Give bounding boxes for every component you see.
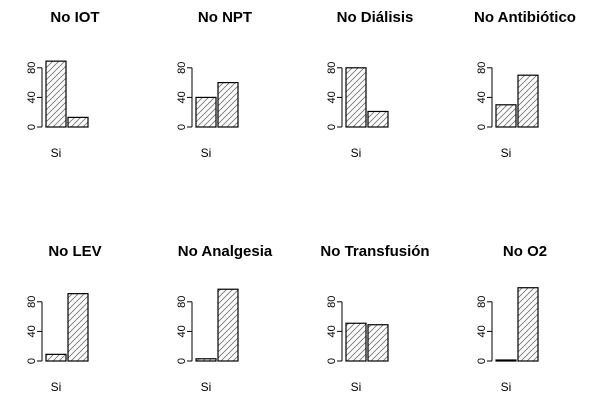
chart-title-no-dialisis: No Diálisis (337, 9, 414, 26)
bar-2 (217, 81, 239, 128)
y-tick-label: 40 (326, 325, 338, 337)
y-tick-label: 80 (326, 296, 338, 308)
bar-2 (217, 288, 239, 362)
bar-1 (195, 96, 217, 128)
panel-no-antibiotico: No Antibiótico 0 40 80 Si (474, 9, 576, 160)
category-label: Si (201, 380, 212, 394)
y-tick-label: 0 (26, 124, 38, 130)
y-tick-label: 0 (176, 358, 188, 364)
y-tick-label: 0 (476, 358, 488, 364)
bar-1 (495, 359, 517, 362)
y-tick-label: 40 (26, 325, 38, 337)
category-label: Si (51, 146, 62, 160)
bar-2 (367, 110, 389, 128)
panel-no-analgesia: No Analgesia 0 40 80 Si (176, 243, 273, 394)
y-tick-label: 40 (476, 325, 488, 337)
chart-title-no-iot: No IOT (50, 9, 99, 26)
y-tick-label: 80 (26, 62, 38, 74)
category-label: Si (501, 380, 512, 394)
chart-title-no-o2: No O2 (503, 243, 547, 260)
y-tick-label: 40 (26, 91, 38, 103)
y-tick-label: 0 (326, 358, 338, 364)
y-tick-label: 40 (176, 91, 188, 103)
y-tick-label: 80 (176, 62, 188, 74)
bar-1 (345, 322, 367, 362)
y-tick-label: 80 (326, 62, 338, 74)
bar-1 (495, 104, 517, 128)
chart-title-no-transfusion: No Transfusión (320, 243, 429, 260)
y-tick-label: 0 (326, 124, 338, 130)
y-tick-label: 80 (476, 296, 488, 308)
chart-title-no-npt: No NPT (198, 9, 252, 26)
category-label: Si (351, 380, 362, 394)
y-tick-label: 0 (476, 124, 488, 130)
category-label: Si (501, 146, 512, 160)
bar-2 (517, 287, 539, 362)
bar-2 (517, 74, 539, 128)
category-label: Si (51, 380, 62, 394)
panel-no-iot: No IOT 0 40 80 Si (26, 9, 100, 160)
panel-no-dialisis: No Diálisis 0 40 80 Si (326, 9, 413, 160)
y-tick-label: 80 (26, 296, 38, 308)
panel-no-transfusion: No Transfusión 0 40 80 Si (320, 243, 429, 394)
bar-1 (195, 358, 217, 362)
bar-2 (67, 116, 89, 128)
y-tick-label: 0 (26, 358, 38, 364)
bar-2 (67, 293, 89, 362)
y-tick-label: 40 (176, 325, 188, 337)
y-tick-label: 40 (476, 91, 488, 103)
bar-1 (345, 67, 367, 128)
y-tick-label: 80 (176, 296, 188, 308)
y-tick-label: 0 (176, 124, 188, 130)
chart-title-no-antibiotico: No Antibiótico (474, 9, 576, 26)
panel-no-lev: No LEV 0 40 80 Si (26, 243, 102, 394)
y-tick-label: 40 (326, 91, 338, 103)
category-label: Si (201, 146, 212, 160)
y-tick-label: 80 (476, 62, 488, 74)
bar-1 (45, 60, 67, 128)
bar-1 (45, 353, 67, 362)
chart-title-no-analgesia: No Analgesia (178, 243, 273, 260)
panel-no-npt: No NPT 0 40 80 Si (176, 9, 252, 160)
bar-2 (367, 324, 389, 362)
category-label: Si (351, 146, 362, 160)
chart-title-no-lev: No LEV (48, 243, 101, 260)
panel-no-o2: No O2 0 40 80 Si (476, 243, 547, 394)
